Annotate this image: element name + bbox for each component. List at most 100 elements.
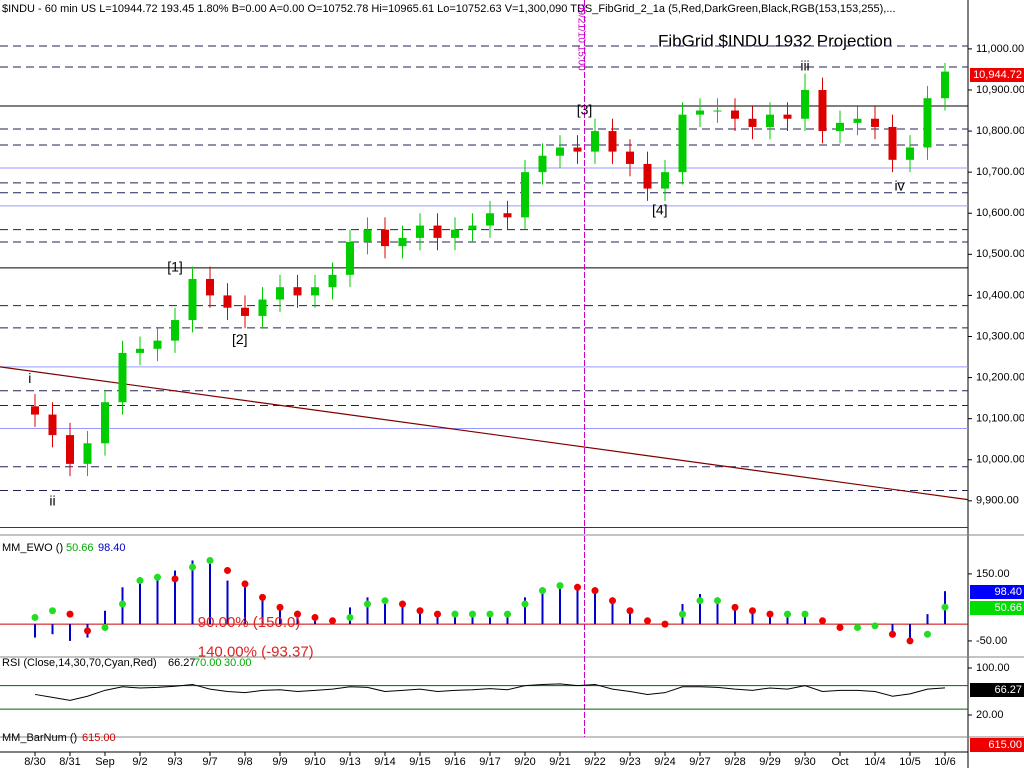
candle-body [31,406,39,415]
candle-body [871,118,879,127]
candle-body [293,287,302,296]
signal-dot [224,567,231,575]
x-tick-label: 9/13 [339,756,360,768]
x-tick-label: 9/10 [304,756,325,768]
header: $INDU - 60 min US L=10944.72 193.45 1.80… [2,3,896,15]
x-tick-label: 9/21 [549,756,570,768]
y-tick-label: 10,800.00 [976,125,1024,137]
candle-body [468,225,477,230]
wave-label: [4] [652,201,668,217]
value-box-label: 10,944.72 [973,69,1022,81]
y-tick-label: 100.00 [976,662,1010,674]
x-tick-label: 10/6 [934,756,955,768]
chart-title: FibGrid $INDU 1932 Projection [658,31,892,50]
signal-dot [434,610,441,618]
candle-body [66,435,74,464]
candle-body [626,151,634,164]
signal-dot [276,603,284,611]
signal-dot [504,610,511,618]
candle-body [171,320,179,341]
signal-dot [294,610,301,618]
candle-body [731,110,739,119]
x-tick-label: Oct [831,756,848,768]
signal-dot [31,613,39,621]
signal-dot [609,597,616,605]
x-tick-label: 9/15 [409,756,430,768]
signal-dot [679,610,686,618]
candle-body [783,114,792,119]
y-tick-label: 10,500.00 [976,248,1024,260]
candle-body [818,89,827,132]
candle-body [678,114,687,173]
candle-body [433,225,442,238]
y-tick-label: 10,700.00 [976,166,1024,178]
x-tick-label: 9/16 [444,756,465,768]
candle-body [363,229,372,242]
candle-body [276,287,284,300]
value-box-label: 66.27 [994,684,1022,696]
value-box [970,683,1024,697]
y-tick-label: 10,900.00 [976,84,1024,96]
candle-body [451,229,459,238]
signal-dot [136,577,144,585]
x-tick-label: 9/14 [374,756,395,768]
candle-body [906,147,914,160]
x-tick-label: 9/9 [272,756,287,768]
wave-label: iii [800,58,809,74]
signal-dot [661,620,669,628]
candle-body [748,118,757,127]
y-tick-label: 10,400.00 [976,289,1024,301]
candle-body [223,295,232,308]
x-tick-label: 9/29 [759,756,780,768]
candle-body [591,131,599,152]
candle-body [556,147,564,156]
candle-body [696,110,704,115]
y-tick-label: 10,600.00 [976,207,1024,219]
signal-dot [941,603,949,611]
x-tick-label: 9/7 [202,756,217,768]
x-tick-label: 8/31 [59,756,80,768]
panel-label: RSI (Close,14,30,70,Cyan,Red) [2,657,157,669]
signal-dot [731,603,739,611]
wave-label: [1] [167,259,183,275]
candle-body [766,114,774,127]
signal-dot [696,597,704,605]
signal-dot [521,600,529,608]
signal-dot [924,630,931,638]
candle-body [853,118,862,123]
signal-dot [626,607,634,615]
ewo-annotation: 90.00% (150.0) [198,614,301,631]
signal-dot [784,610,791,618]
candle-body [136,348,144,353]
signal-dot [574,583,581,591]
wave-label: ii [49,492,55,508]
candle-body [83,443,92,464]
candle-body [643,163,652,189]
candle-body [258,299,267,316]
candle-body [801,89,809,119]
value-box [970,68,1024,82]
signal-dot [416,607,424,615]
wave-label: iv [894,178,904,194]
y-tick-label: 10,200.00 [976,371,1024,383]
y-tick-label: 10,100.00 [976,413,1024,425]
signal-dot [644,617,651,625]
signal-dot [486,610,494,618]
panel-value: 66.27 [168,657,196,669]
panel-label: MM_EWO () [2,542,63,554]
value-box-label: 98.40 [994,586,1022,598]
panel-value: 70.00 [194,657,222,669]
signal-dot [591,587,599,595]
signal-dot [854,624,861,632]
signal-dot [66,610,74,618]
signal-dot [171,575,179,583]
wave-label: [2] [232,331,248,347]
signal-dot [766,610,774,618]
signal-dot [241,580,249,588]
candle-body [538,155,547,173]
candle-body [713,110,722,112]
signal-dot [871,622,879,630]
signal-dot [399,600,406,608]
signal-dot [329,617,336,625]
